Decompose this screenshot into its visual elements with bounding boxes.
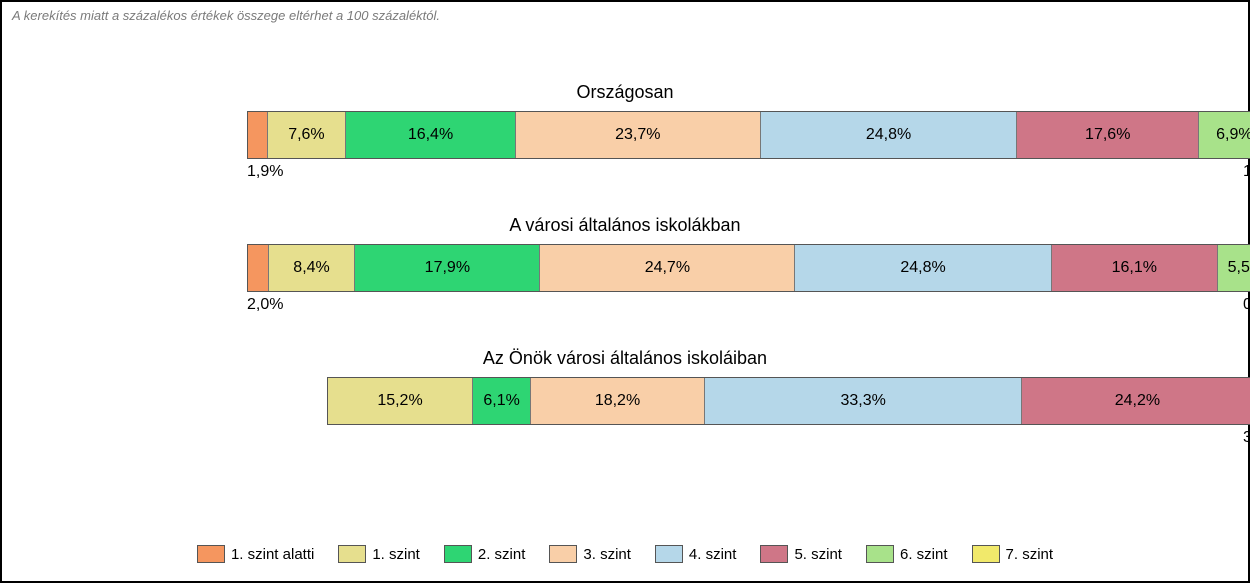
bar-segment: 6,9% <box>1199 112 1250 158</box>
chart-row: Az Önök városi általános iskoláiban 15,2%… <box>2 348 1248 453</box>
charts-container: Országosan7,6%16,4%23,7%24,8%17,6%6,9%1,… <box>2 82 1248 481</box>
out-label-right: 1,1% <box>1243 163 1250 181</box>
legend-label: 7. szint <box>1006 546 1054 563</box>
legend: 1. szint alatti 1. szint 2. szint 3. szint 4… <box>2 545 1248 563</box>
chart-row: A városi általános iskolákban8,4%17,9%24… <box>2 215 1248 320</box>
stacked-bar: 7,6%16,4%23,7%24,8%17,6%6,9% <box>247 111 1250 159</box>
legend-item: 2. szint <box>444 545 526 563</box>
chart-row: Országosan7,6%16,4%23,7%24,8%17,6%6,9%1,… <box>2 82 1248 187</box>
bar-segment: 24,8% <box>761 112 1017 158</box>
bar-segment: 17,9% <box>355 245 540 291</box>
stacked-bar: 8,4%17,9%24,7%24,8%16,1%5,5% <box>247 244 1250 292</box>
bar-segment: 8,4% <box>269 245 356 291</box>
legend-swatch <box>972 545 1000 563</box>
legend-label: 4. szint <box>689 546 737 563</box>
bar-segment <box>248 112 268 158</box>
bar-wrap: 8,4%17,9%24,7%24,8%16,1%5,5%2,0%0,7% <box>107 244 1143 320</box>
bar-segment: 7,6% <box>268 112 347 158</box>
bar-segment: 17,6% <box>1017 112 1199 158</box>
legend-swatch <box>760 545 788 563</box>
bar-wrap: 15,2%6,1%18,2%33,3%24,2%3,0% <box>107 377 1143 453</box>
legend-item: 5. szint <box>760 545 842 563</box>
legend-swatch <box>655 545 683 563</box>
out-label-left: 2,0% <box>247 296 283 314</box>
bar-segment: 16,1% <box>1052 245 1218 291</box>
legend-label: 1. szint <box>372 546 420 563</box>
bar-segment: 5,5% <box>1218 245 1250 291</box>
legend-item: 4. szint <box>655 545 737 563</box>
bar-segment: 24,8% <box>795 245 1051 291</box>
legend-label: 2. szint <box>478 546 526 563</box>
chart-row-title: Az Önök városi általános iskoláiban <box>2 348 1248 369</box>
legend-swatch <box>866 545 894 563</box>
bar-wrap: 7,6%16,4%23,7%24,8%17,6%6,9%1,9%1,1% <box>107 111 1143 187</box>
stacked-bar: 15,2%6,1%18,2%33,3%24,2% <box>327 377 1250 425</box>
bar-segment: 6,1% <box>473 378 531 424</box>
legend-item: 7. szint <box>972 545 1054 563</box>
chart-row-title: A városi általános iskolákban <box>2 215 1248 236</box>
legend-swatch <box>444 545 472 563</box>
legend-label: 5. szint <box>794 546 842 563</box>
bar-segment: 33,3% <box>705 378 1023 424</box>
legend-item: 1. szint alatti <box>197 545 314 563</box>
chart-row-title: Országosan <box>2 82 1248 103</box>
legend-item: 3. szint <box>549 545 631 563</box>
bar-segment: 24,2% <box>1022 378 1250 424</box>
legend-swatch <box>338 545 366 563</box>
legend-item: 1. szint <box>338 545 420 563</box>
legend-swatch <box>549 545 577 563</box>
legend-label: 1. szint alatti <box>231 546 314 563</box>
legend-swatch <box>197 545 225 563</box>
legend-label: 3. szint <box>583 546 631 563</box>
out-label-right: 0,7% <box>1243 296 1250 314</box>
bar-segment: 24,7% <box>540 245 795 291</box>
bar-segment: 16,4% <box>346 112 516 158</box>
bar-segment: 23,7% <box>516 112 761 158</box>
rounding-note: A kerekítés miatt a százalékos értékek ö… <box>12 8 440 23</box>
bar-segment: 18,2% <box>531 378 705 424</box>
bar-segment <box>248 245 269 291</box>
out-label-right: 3,0% <box>1243 429 1250 447</box>
chart-frame: A kerekítés miatt a százalékos értékek ö… <box>0 0 1250 583</box>
legend-label: 6. szint <box>900 546 948 563</box>
legend-item: 6. szint <box>866 545 948 563</box>
out-label-left: 1,9% <box>247 163 283 181</box>
bar-segment: 15,2% <box>328 378 473 424</box>
